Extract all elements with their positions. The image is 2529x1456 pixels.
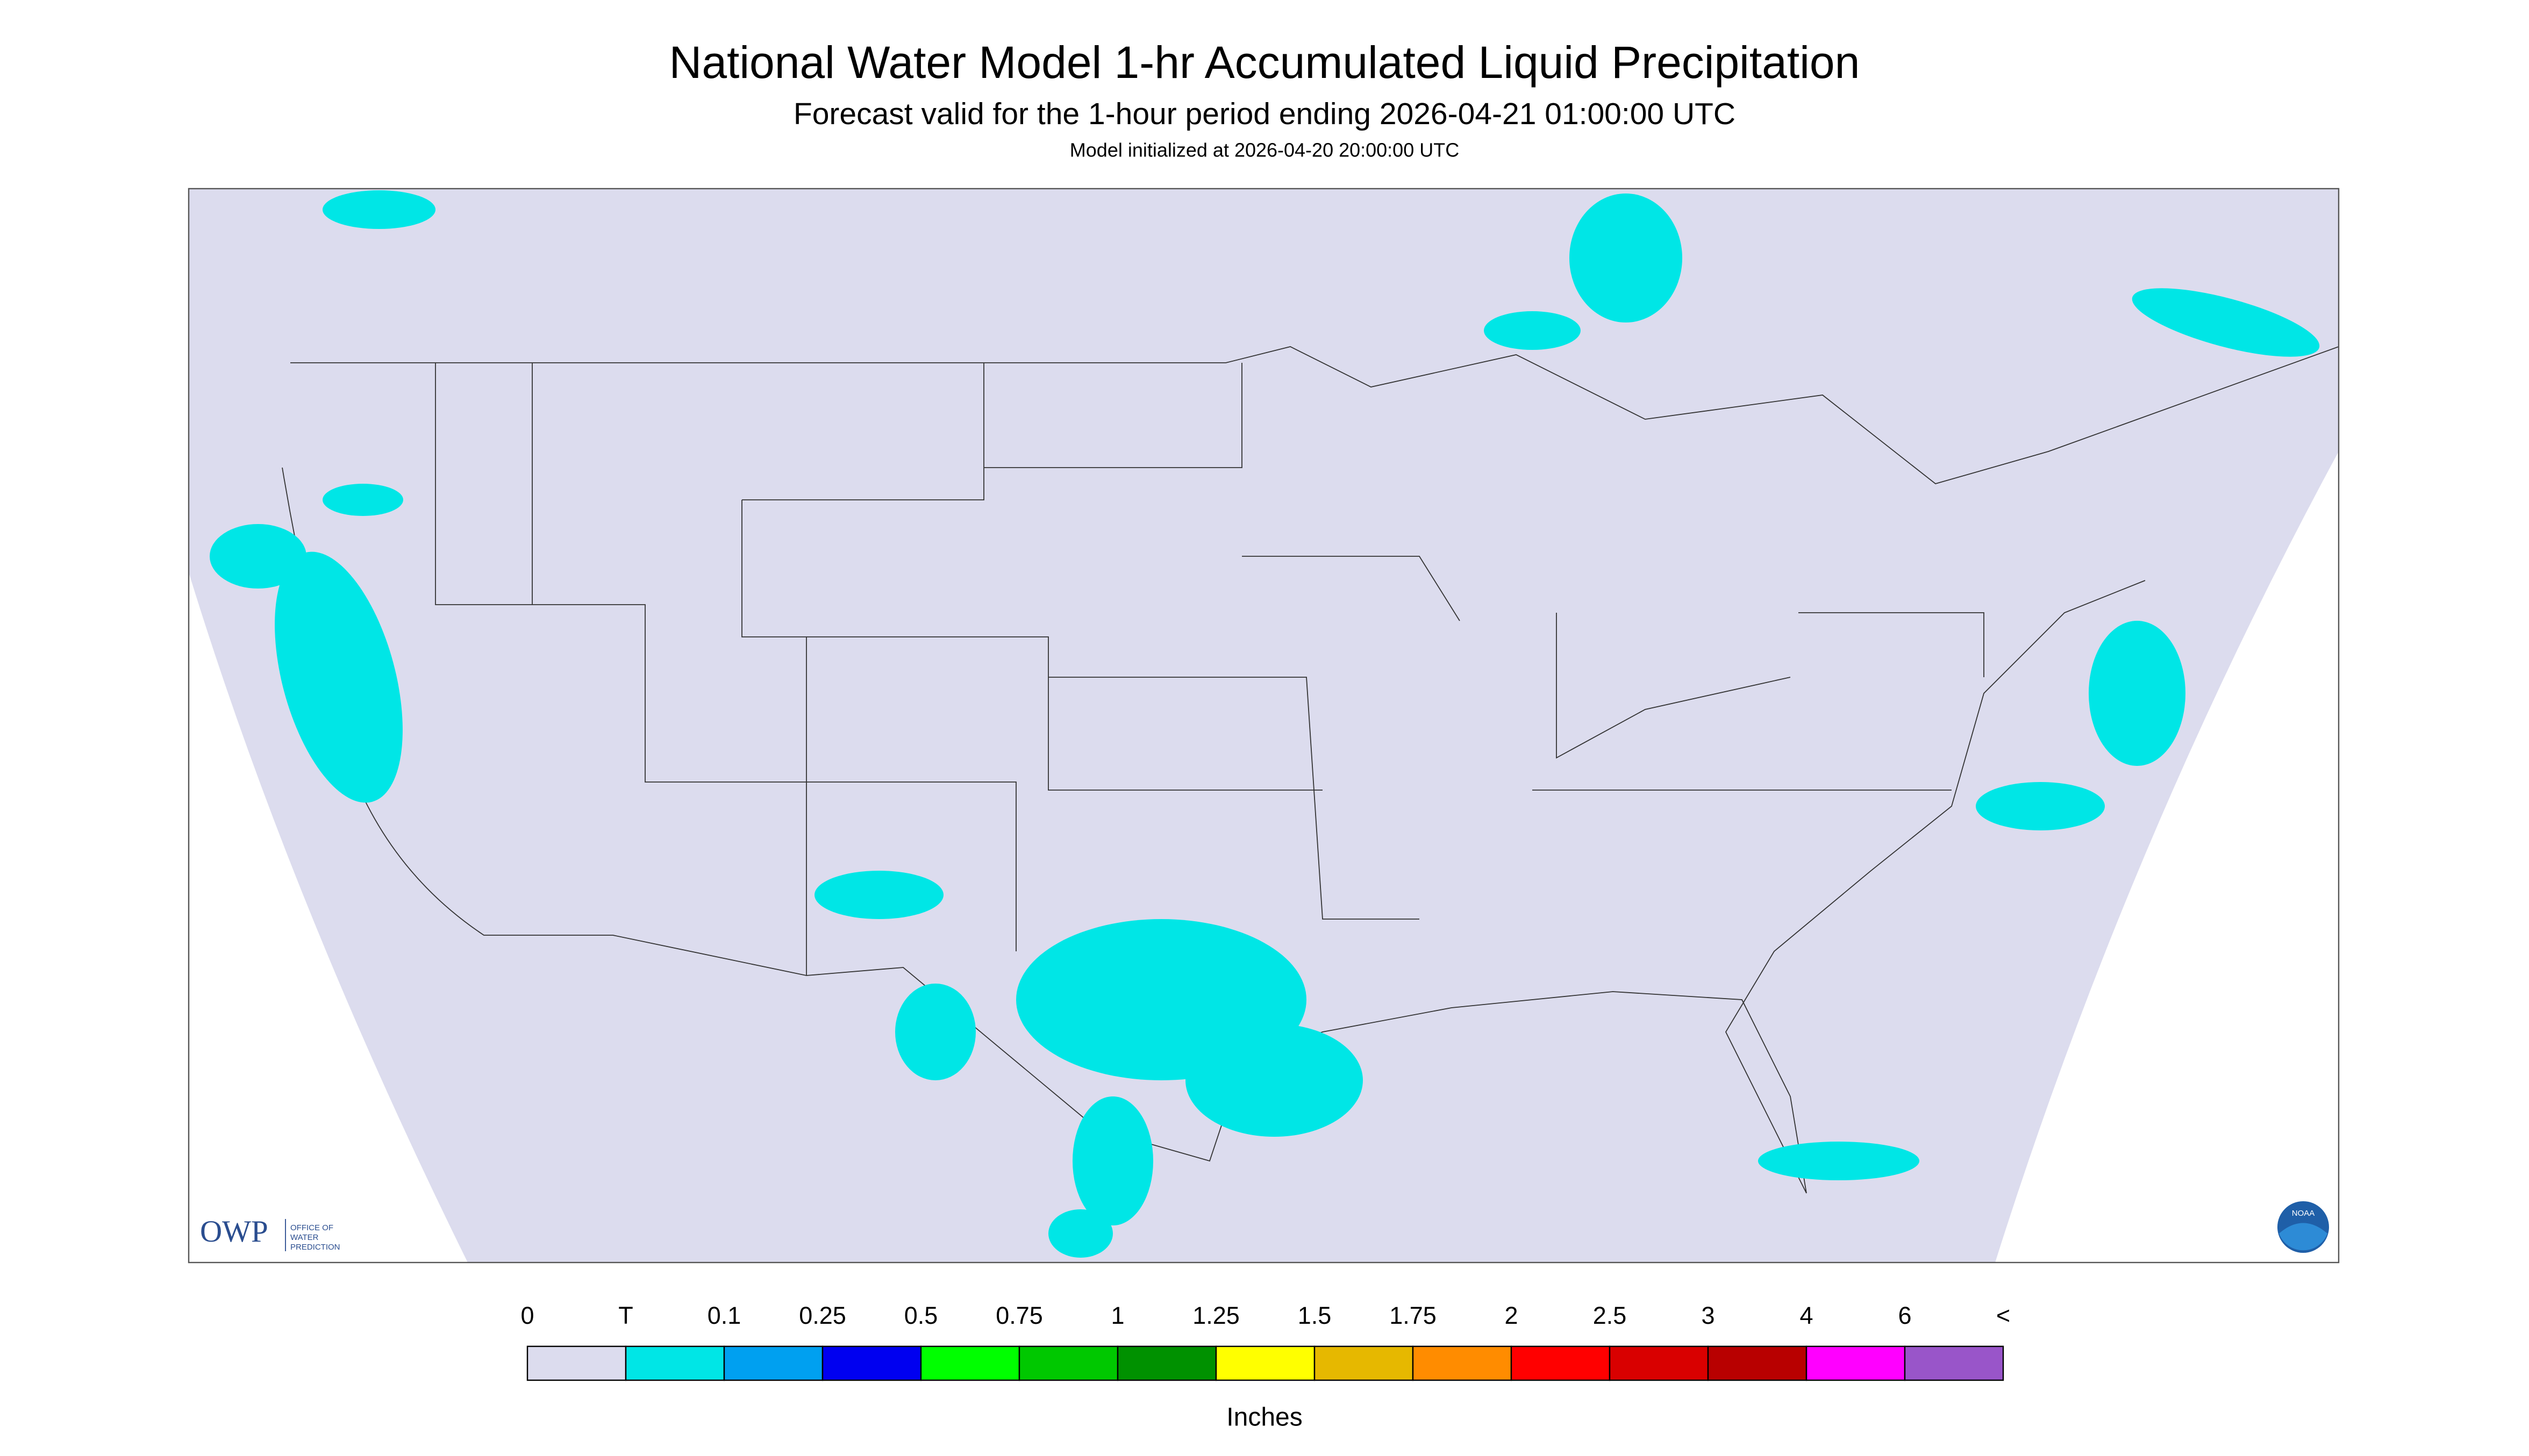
- legend-label: 0.25: [799, 1302, 846, 1329]
- legend-swatch: [821, 1345, 922, 1381]
- precip-area: [1758, 1142, 1919, 1181]
- legend-label: 1: [1111, 1302, 1124, 1329]
- legend-swatch: [1018, 1345, 1119, 1381]
- domain: [189, 189, 2339, 1263]
- legend-label: 0: [520, 1302, 534, 1329]
- legend-label: 1.75: [1389, 1302, 1437, 1329]
- noaa-text: NOAA: [2292, 1209, 2315, 1218]
- title: National Water Model 1-hr Accumulated Li…: [669, 37, 1860, 88]
- subtitle: Forecast valid for the 1-hour period end…: [794, 97, 1735, 131]
- owp-logo: OWP OFFICE OF WATER PREDICTION: [200, 1215, 340, 1252]
- precip-area: [1484, 311, 1581, 350]
- map-frame: [188, 188, 2340, 1264]
- legend-swatch: [1904, 1345, 2004, 1381]
- legend-label: 2: [1504, 1302, 1518, 1329]
- legend-label: 1.5: [1298, 1302, 1332, 1329]
- border-line: [290, 346, 2339, 484]
- precip-area: [275, 551, 403, 803]
- legend-swatch: [1215, 1345, 1316, 1381]
- precip-moderate: [2140, 693, 2156, 726]
- legend-label: 2.5: [1593, 1302, 1627, 1329]
- legend-label: 1.25: [1192, 1302, 1240, 1329]
- precip-area: [1569, 193, 1682, 323]
- precip-area: [1073, 1096, 1153, 1226]
- owp-office: PREDICTION: [290, 1243, 340, 1252]
- legend-swatch: [723, 1345, 824, 1381]
- legend-label: T: [618, 1302, 633, 1329]
- precip-area: [2132, 288, 2320, 357]
- legend-swatch: [526, 1345, 627, 1381]
- legend-swatch: [1412, 1345, 1512, 1381]
- legend: 0 T 0.1 0.25 0.5 0.75 1 1.25 1.5 1.75 2 2.5 3 4 6 <: [520, 1302, 2010, 1381]
- precip-area: [1976, 782, 2105, 831]
- legend-swatch: [1707, 1345, 1808, 1381]
- legend-swatch: [1609, 1345, 1709, 1381]
- legend-swatch: [1510, 1345, 1611, 1381]
- precip-heavy: [942, 1000, 961, 1032]
- legend-label: 6: [1898, 1302, 1911, 1329]
- noaa-wave: [2279, 1223, 2327, 1251]
- legend-label: 0.1: [708, 1302, 741, 1329]
- precip-area: [210, 524, 306, 589]
- legend-swatch: [1805, 1345, 1906, 1381]
- owp-office: WATER: [290, 1233, 319, 1242]
- precip-area: [323, 484, 403, 517]
- legend-label: <: [1996, 1302, 2010, 1329]
- precip-area: [815, 871, 944, 920]
- state-lines: [435, 363, 1984, 976]
- owp-office: OFFICE OF: [290, 1223, 333, 1232]
- init-time: Model initialized at 2026-04-20 20:00:00…: [1070, 139, 1459, 161]
- legend-swatch: [920, 1345, 1020, 1381]
- legend-swatch: [625, 1345, 725, 1381]
- legend-label: 4: [1799, 1302, 1813, 1329]
- legend-label: 0.75: [996, 1302, 1043, 1329]
- legend-swatch: [1313, 1345, 1414, 1381]
- precip-area: [2089, 621, 2185, 766]
- legend-unit: Inches: [1226, 1403, 1302, 1432]
- precip: [210, 190, 2320, 1258]
- legend-swatch: [1117, 1345, 1217, 1381]
- map: OWP OFFICE OF WATER PREDICTION NOAA: [188, 188, 2340, 1264]
- precip-area: [1185, 1024, 1363, 1137]
- precip-area: [1048, 1209, 1113, 1258]
- noaa-logo: NOAA: [2277, 1201, 2329, 1253]
- legend-label: 0.5: [904, 1302, 938, 1329]
- precip-area: [895, 984, 976, 1081]
- legend-label: 3: [1701, 1302, 1714, 1329]
- owp-text: OWP: [200, 1215, 268, 1249]
- precip-area: [323, 190, 435, 229]
